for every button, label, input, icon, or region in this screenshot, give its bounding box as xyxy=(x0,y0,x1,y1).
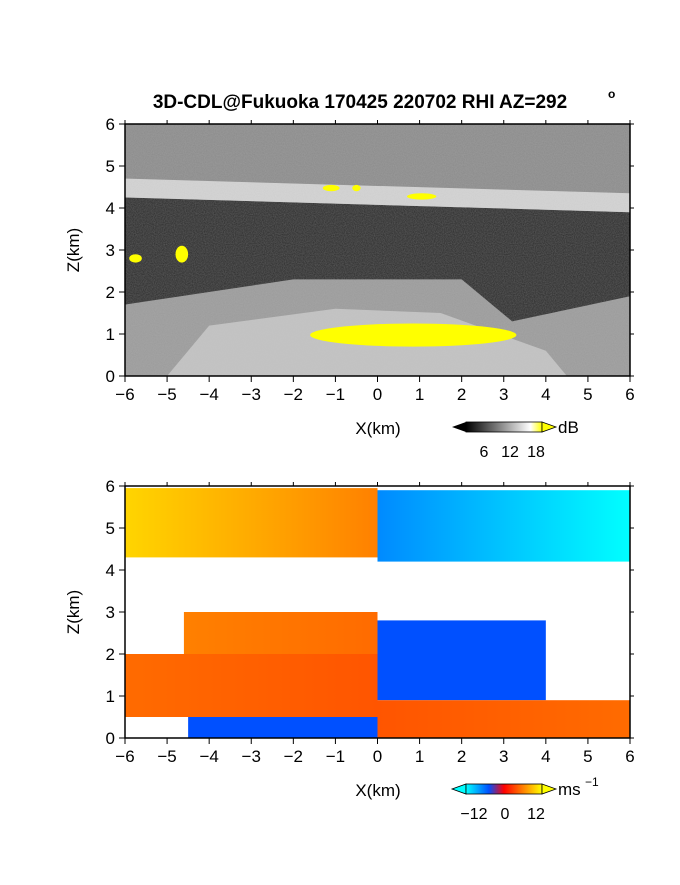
x-tick-label: 1 xyxy=(415,385,424,404)
x-tick-label: −2 xyxy=(284,747,303,766)
saturated-region xyxy=(129,254,142,263)
x-tick-label: 5 xyxy=(583,747,592,766)
saturated-region xyxy=(310,323,517,347)
colorbar-tick-neg12: −12 xyxy=(460,806,487,823)
x-tick-label: −5 xyxy=(157,747,176,766)
colorbar-unit: dB xyxy=(558,418,579,437)
x-tick-label: 4 xyxy=(541,385,550,404)
y-tick-label: 2 xyxy=(106,645,115,664)
velocity-region xyxy=(188,717,378,738)
x-tick-label: 3 xyxy=(499,747,508,766)
y-axis-label: Z(km) xyxy=(64,228,83,272)
velocity-region xyxy=(377,620,546,701)
velocity-region xyxy=(183,612,378,654)
x-tick-label: −4 xyxy=(199,385,218,404)
velocity-panel: −6 −5 −4 −3 −2 −1 0 1 2 3 4 5 6 0 1 2 3 4 5 6 X(km) Z(km) xyxy=(64,477,635,800)
y-axis-label: Z(km) xyxy=(64,590,83,634)
reflectivity-panel: −6 −5 −4 −3 −2 −1 0 1 2 3 4 5 6 0 1 2 3 4 5 6 X(km) Z(km) xyxy=(64,115,635,438)
y-tick-label: 6 xyxy=(106,115,115,134)
y-tick-label: 2 xyxy=(106,283,115,302)
colorbar-tick-12: 12 xyxy=(501,444,519,461)
colorbar-tick-6: 6 xyxy=(480,444,489,461)
x-tick-label: 1 xyxy=(415,747,424,766)
x-tick-label: −3 xyxy=(242,385,261,404)
plot-area xyxy=(125,124,630,376)
y-tick-label: 3 xyxy=(106,241,115,260)
x-tick-label: −1 xyxy=(326,747,345,766)
colorbar-tick-0: 0 xyxy=(501,806,510,823)
x-tick-label: 3 xyxy=(499,385,508,404)
saturated-region xyxy=(322,184,340,192)
x-tick-label: 5 xyxy=(583,385,592,404)
saturated-region xyxy=(406,193,437,200)
y-tick-label: 5 xyxy=(106,519,115,538)
x-axis-label: X(km) xyxy=(355,419,400,438)
plot-area xyxy=(125,486,630,738)
velocity-region xyxy=(125,654,378,717)
x-tick-label: 0 xyxy=(373,747,382,766)
reflectivity-colorbar: dB 6 12 18 xyxy=(452,418,579,461)
y-tick-label: 0 xyxy=(106,729,115,748)
x-tick-label: −6 xyxy=(115,385,134,404)
x-tick-label: −4 xyxy=(199,747,218,766)
velocity-region xyxy=(377,700,630,738)
velocity-colorbar: ms −1 −12 0 12 xyxy=(450,775,599,823)
x-tick-label: −3 xyxy=(242,747,261,766)
figure-title-degree-sup: o xyxy=(608,87,615,101)
x-tick-label: 2 xyxy=(457,747,466,766)
x-tick-label: 6 xyxy=(625,385,634,404)
y-tick-label: 3 xyxy=(106,603,115,622)
colorbar-tick-12: 12 xyxy=(527,806,545,823)
saturated-region xyxy=(175,245,189,263)
colorbar-gradient xyxy=(465,783,543,795)
x-axis-label: X(km) xyxy=(355,781,400,800)
colorbar-right-arrow xyxy=(541,421,558,433)
figure-title: 3D-CDL@Fukuoka 170425 220702 RHI AZ=292 xyxy=(153,92,567,113)
colorbar-gradient xyxy=(465,421,543,433)
x-tick-label: 6 xyxy=(625,747,634,766)
y-tick-label: 4 xyxy=(106,199,115,218)
x-tick-label: −1 xyxy=(326,385,345,404)
y-tick-label: 1 xyxy=(106,325,115,344)
y-tick-label: 4 xyxy=(106,561,115,580)
colorbar-left-arrow xyxy=(450,783,467,795)
y-tick-label: 0 xyxy=(106,367,115,386)
colorbar-tick-18: 18 xyxy=(527,444,545,461)
colorbar-left-arrow xyxy=(452,422,466,432)
velocity-region xyxy=(377,490,630,562)
x-tick-label: 2 xyxy=(457,385,466,404)
saturated-region xyxy=(352,184,361,192)
colorbar-unit-exponent: −1 xyxy=(585,775,599,789)
y-tick-label: 6 xyxy=(106,477,115,496)
x-tick-label: −5 xyxy=(157,385,176,404)
colorbar-right-arrow xyxy=(541,783,558,795)
colorbar-unit: ms xyxy=(558,780,581,799)
y-tick-label: 5 xyxy=(106,157,115,176)
x-tick-label: −6 xyxy=(115,747,134,766)
y-tick-label: 1 xyxy=(106,687,115,706)
x-tick-label: 4 xyxy=(541,747,550,766)
x-tick-label: 0 xyxy=(373,385,382,404)
x-tick-label: −2 xyxy=(284,385,303,404)
velocity-region xyxy=(125,488,378,558)
